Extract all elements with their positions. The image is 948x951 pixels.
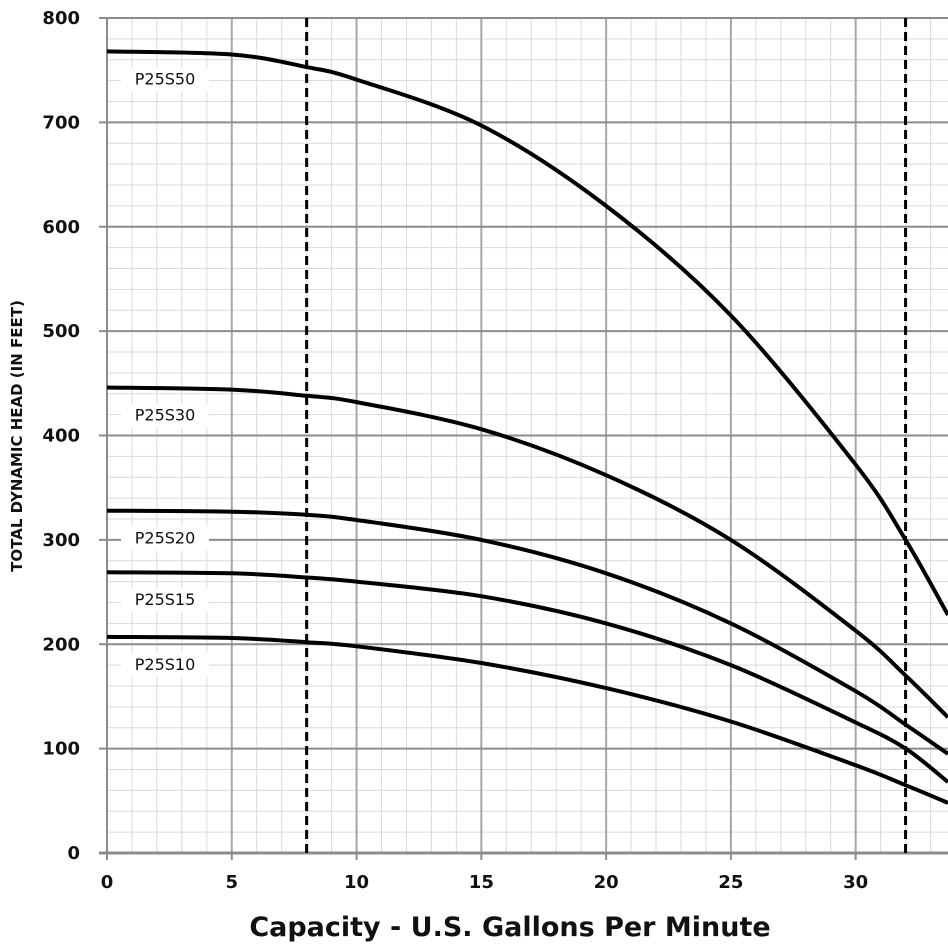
x-axis-title: Capacity - U.S. Gallons Per Minute [249, 912, 770, 943]
curve-label-bg [121, 403, 209, 428]
curve-label-p25s30: P25S30 [135, 405, 196, 424]
y-tick-label: 800 [42, 8, 80, 29]
curve-label-bg [121, 652, 209, 677]
pump-curves [106, 49, 948, 805]
curve-label-bg [121, 526, 209, 551]
x-tick-label: 30 [843, 872, 868, 893]
x-tick-label: 15 [469, 872, 494, 893]
y-tick-label: 700 [42, 112, 80, 133]
curve-p25s10 [106, 634, 948, 805]
y-tick-label: 300 [42, 530, 80, 551]
curve-label-p25s20: P25S20 [135, 529, 196, 548]
axes [99, 18, 948, 860]
curve-labels: P25S50 P25S30 P25S20 P25S15 P25S10 [121, 67, 209, 677]
x-tick-label: 10 [344, 872, 369, 893]
curve-label-bg [121, 588, 209, 613]
curve-p25s30 [106, 385, 948, 719]
y-tick-label: 600 [42, 217, 80, 238]
y-tick-label: 100 [42, 739, 80, 760]
curve-label-p25s50: P25S50 [135, 69, 196, 88]
curve-p25s50 [106, 49, 948, 616]
y-axis-title: TOTAL DYNAMIC HEAD (IN FEET) [8, 300, 26, 572]
curve-p25s20 [106, 508, 948, 756]
major-gridlines [99, 17, 948, 853]
x-tick-label: 5 [226, 872, 239, 893]
y-tick-label: 400 [42, 426, 80, 447]
x-tick-label: 0 [101, 872, 114, 893]
x-tick-label: 20 [594, 872, 619, 893]
y-tick-label: 0 [67, 843, 80, 864]
curve-label-p25s15: P25S15 [135, 590, 196, 609]
curve-label-p25s10: P25S10 [135, 655, 196, 674]
x-tick-label: 25 [718, 872, 743, 893]
curve-p25s15 [106, 570, 948, 784]
curve-label-bg [121, 67, 209, 92]
y-tick-label: 200 [42, 634, 80, 655]
y-tick-label: 500 [42, 321, 80, 342]
